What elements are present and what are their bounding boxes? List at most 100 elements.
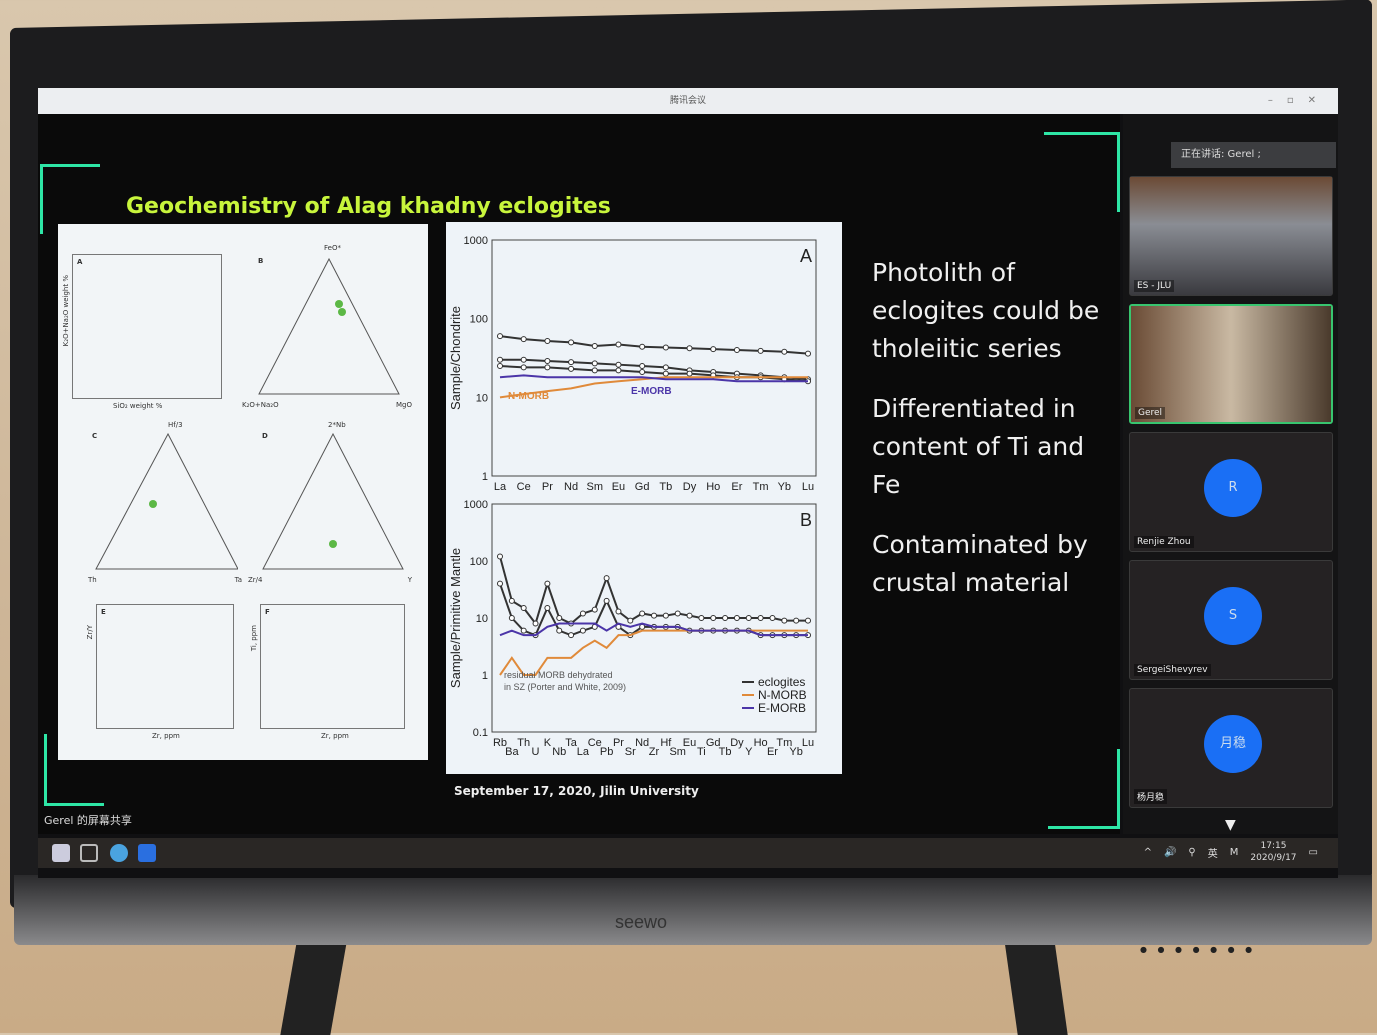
x-tick-label: Tb [659, 481, 672, 493]
discrimination-diagrams: A K₂O+Na₂O weight % SiO₂ weight % B FeO* K₂… [58, 224, 428, 760]
data-point [698, 615, 705, 621]
x-tick-label: Yb [778, 481, 791, 493]
y-tick-label: 1000 [464, 499, 488, 511]
spider-diagrams: 1 10 100 1000 La Ce Pr Nd Sm Eu Gd Tb Dy Ho Er Tm Yb Lu Sa… [446, 222, 842, 774]
x-tick-label: Ho [706, 481, 720, 493]
data-point [733, 615, 740, 621]
y-tick-label: 1000 [464, 235, 488, 247]
x-tick-label: Gd [706, 737, 721, 749]
data-point [544, 580, 551, 587]
annotation-e-morb: E-MORB [631, 386, 672, 397]
participant-panel: 正在讲话: Gerel ; ES - JLU Gerel R Renjie Zho… [1123, 114, 1338, 834]
window-title: 腾讯会议 [669, 96, 706, 106]
x-tick-label: Lu [802, 481, 814, 493]
browser-icon[interactable] [110, 844, 128, 862]
slide-title: Geochemistry of Alag khadny eclogites [126, 194, 611, 219]
data-point [769, 615, 776, 621]
data-point [757, 347, 764, 354]
avatar: 月稳 [1204, 715, 1262, 773]
data-point [662, 364, 669, 371]
data-point [733, 346, 740, 353]
diagram-f: F Ti, ppm Zr, ppm [250, 604, 405, 740]
x-tick-label: Y [745, 746, 753, 758]
video-feed [1130, 177, 1332, 295]
speaking-indicator: 正在讲话: Gerel ; [1171, 142, 1336, 168]
x-tick-label: La [577, 746, 590, 758]
x-tick-label: Sm [669, 746, 686, 758]
diagram-b: B FeO* K₂O+Na₂O MgO [242, 244, 412, 409]
data-point [686, 612, 693, 619]
data-point [615, 361, 622, 368]
windows-start-icon[interactable] [52, 844, 70, 862]
data-point [544, 338, 551, 345]
series-line-e-morb [499, 622, 808, 637]
x-tick-label: Dy [683, 481, 697, 493]
data-point [532, 620, 539, 627]
y-tick-label: 100 [470, 556, 488, 568]
plot-frame [491, 239, 817, 477]
tray-m-icon[interactable]: M [1229, 846, 1239, 858]
data-point [520, 364, 527, 371]
ternary-b [258, 257, 400, 395]
scroll-down-icon[interactable]: ▼ [1225, 817, 1236, 833]
series-line-eclogites [499, 335, 809, 355]
slide-corner-decoration [40, 164, 100, 234]
tencent-meeting-icon[interactable] [138, 844, 156, 862]
task-view-icon[interactable] [80, 844, 98, 862]
network-icon[interactable]: ⚲ [1188, 846, 1196, 858]
data-point [805, 617, 811, 624]
minimize-button[interactable]: – [1267, 95, 1287, 106]
data-point [639, 610, 646, 617]
x-tick-label: Tb [719, 746, 732, 758]
y-tick-label: 0.1 [473, 727, 488, 739]
slide-corner-decoration [1048, 749, 1120, 829]
data-point [745, 615, 752, 621]
participant-tile[interactable]: R Renjie Zhou [1129, 432, 1333, 552]
data-point [639, 363, 646, 370]
data-point [591, 342, 598, 349]
legend-entry: eclogites [758, 675, 805, 689]
x-tick-label: Sr [625, 746, 636, 758]
x-tick-label: Tm [753, 481, 769, 493]
maximize-button[interactable]: ▫ [1286, 95, 1308, 106]
x-tick-label: Eu [612, 481, 625, 493]
participant-tile[interactable]: 月稳 杨月稳 ▼ [1129, 688, 1333, 833]
data-point [544, 604, 551, 611]
data-point [568, 339, 575, 346]
notification-icon[interactable]: ▭ [1308, 846, 1318, 858]
diagram-f-ylabel: Ti, ppm [250, 625, 258, 652]
slide-corner-decoration [44, 734, 104, 806]
clock[interactable]: 17:15 2020/9/17 [1250, 841, 1297, 863]
participant-tile[interactable]: Gerel [1129, 304, 1333, 424]
x-tick-label: Nd [635, 737, 649, 749]
series-line-n-morb [499, 629, 808, 676]
y-tick-label: 10 [476, 392, 488, 404]
x-tick-label: Sm [587, 481, 604, 493]
tray-expand-icon[interactable]: ^ [1143, 846, 1152, 858]
data-point [639, 343, 646, 350]
data-point [568, 632, 575, 639]
x-tick-label: Gd [635, 481, 650, 493]
ime-indicator[interactable]: 英 [1207, 848, 1218, 860]
data-point [615, 341, 622, 348]
data-point [662, 612, 669, 619]
close-button[interactable]: ✕ [1307, 95, 1330, 106]
y-tick-label: 100 [470, 314, 488, 326]
bullet-3: Contaminated by crustal material [872, 530, 1088, 597]
x-tick-label: Er [731, 481, 742, 493]
monitor-buttons[interactable]: ● ● ● ● ● ● ● [1140, 945, 1257, 954]
x-tick-label: Pr [613, 737, 624, 749]
participant-tile[interactable]: ES - JLU [1129, 176, 1333, 296]
taskbar: ^ 🔊 ⚲ 英 M 17:15 2020/9/17 ▭ [38, 838, 1338, 868]
y-tick-label: 10 [476, 613, 488, 625]
volume-icon[interactable]: 🔊 [1163, 846, 1177, 858]
window-titlebar: 腾讯会议 –▫✕ [38, 88, 1338, 114]
data-point [651, 612, 657, 619]
data-point [603, 597, 610, 604]
ternary-d [262, 432, 404, 570]
bullet-1: Photolith of eclogites could be tholeiit… [872, 258, 1100, 363]
data-point [544, 364, 551, 371]
annotation-residual: residual MORB dehydrated [504, 670, 613, 680]
participant-tile[interactable]: S SergeiShevyrev [1129, 560, 1333, 680]
